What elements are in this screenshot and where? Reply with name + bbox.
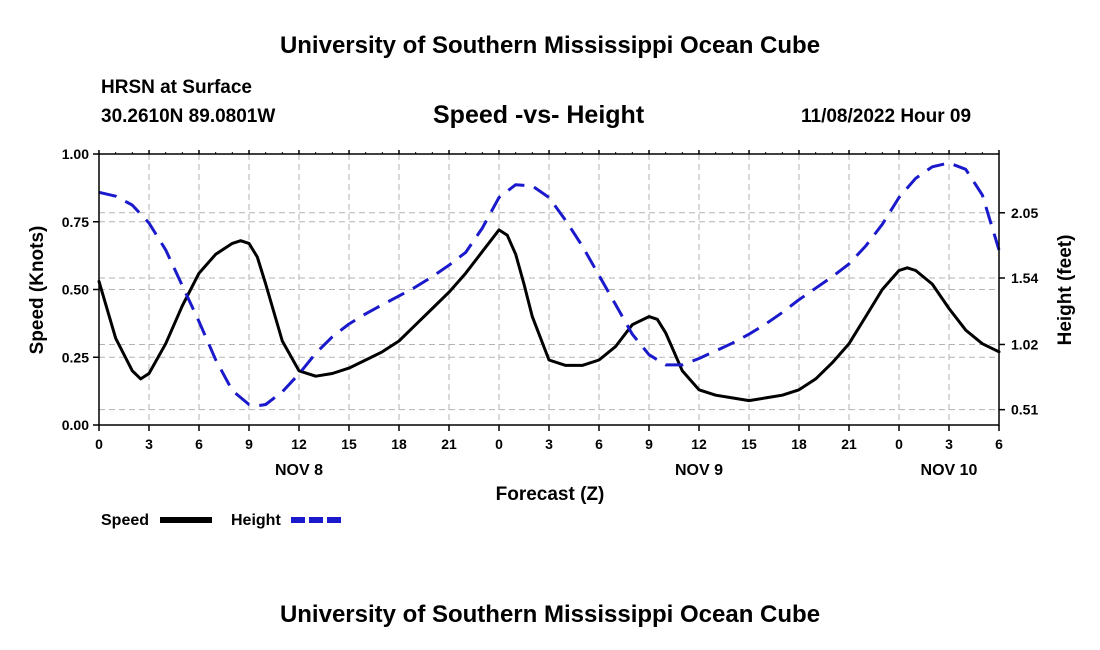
station-coordinates: 30.2610N 89.0801W: [101, 106, 276, 127]
legend-label-height: Height: [231, 512, 281, 529]
legend-label-speed: Speed: [101, 512, 149, 529]
day-label: NOV 10: [921, 462, 978, 479]
y-left-tick-label: 0.25: [62, 349, 89, 365]
x-tick-label: 6: [195, 436, 203, 452]
station-name: HRSN at Surface: [101, 77, 252, 98]
x-tick-label: 0: [95, 436, 103, 452]
x-tick-label: 21: [841, 436, 857, 452]
y-left-tick-label: 1.00: [62, 146, 89, 162]
x-axis-title: Forecast (Z): [496, 484, 605, 505]
y-right-tick-label: 1.02: [1011, 336, 1038, 352]
footer-title: University of Southern Mississippi Ocean…: [279, 601, 821, 628]
x-tick-label: 12: [691, 436, 707, 452]
x-tick-label: 6: [995, 436, 1003, 452]
day-label: NOV 9: [675, 462, 723, 479]
x-tick-label: 6: [595, 436, 603, 452]
x-tick-label: 0: [895, 436, 903, 452]
x-tick-label: 15: [741, 436, 757, 452]
x-tick-label: 21: [441, 436, 457, 452]
chart-title: Speed -vs- Height: [433, 101, 645, 129]
x-tick-label: 0: [495, 436, 503, 452]
axes: 0 3 6 9 12 15 18 21 0 3 6 9 12 15 18 21 0 3 6 NOV 8 NOV 9 NOV…: [62, 146, 1039, 479]
y-right-tick-label: 2.05: [1011, 205, 1038, 221]
series-lines: [97, 161, 1001, 408]
x-tick-label: 18: [791, 436, 807, 452]
y-axis-right-title: Height (feet): [1055, 235, 1076, 346]
y-left-tick-label: 0.75: [62, 214, 89, 230]
y-right-tick-label: 1.54: [1011, 270, 1038, 286]
height-series-line: [98, 161, 1001, 408]
x-tick-label: 3: [545, 436, 553, 452]
y-left-tick-label: 0.50: [62, 282, 89, 298]
speed-series-line: [97, 228, 1001, 403]
x-tick-label: 18: [391, 436, 407, 452]
x-tick-label: 12: [291, 436, 307, 452]
day-label: NOV 8: [275, 462, 323, 479]
grid-lines: [99, 154, 999, 425]
x-tick-label: 9: [245, 436, 253, 452]
x-tick-label: 9: [645, 436, 653, 452]
y-axis-left-title: Speed (Knots): [27, 226, 48, 355]
y-right-tick-label: 0.51: [1011, 402, 1038, 418]
forecast-datetime: 11/08/2022 Hour 09: [801, 106, 972, 127]
x-tick-label: 3: [145, 436, 153, 452]
legend: Speed Height: [101, 512, 343, 529]
y-left-tick-label: 0.00: [62, 417, 89, 433]
x-tick-label: 3: [945, 436, 953, 452]
x-tick-label: 15: [341, 436, 357, 452]
page-title: University of Southern Mississippi Ocean…: [279, 32, 821, 59]
